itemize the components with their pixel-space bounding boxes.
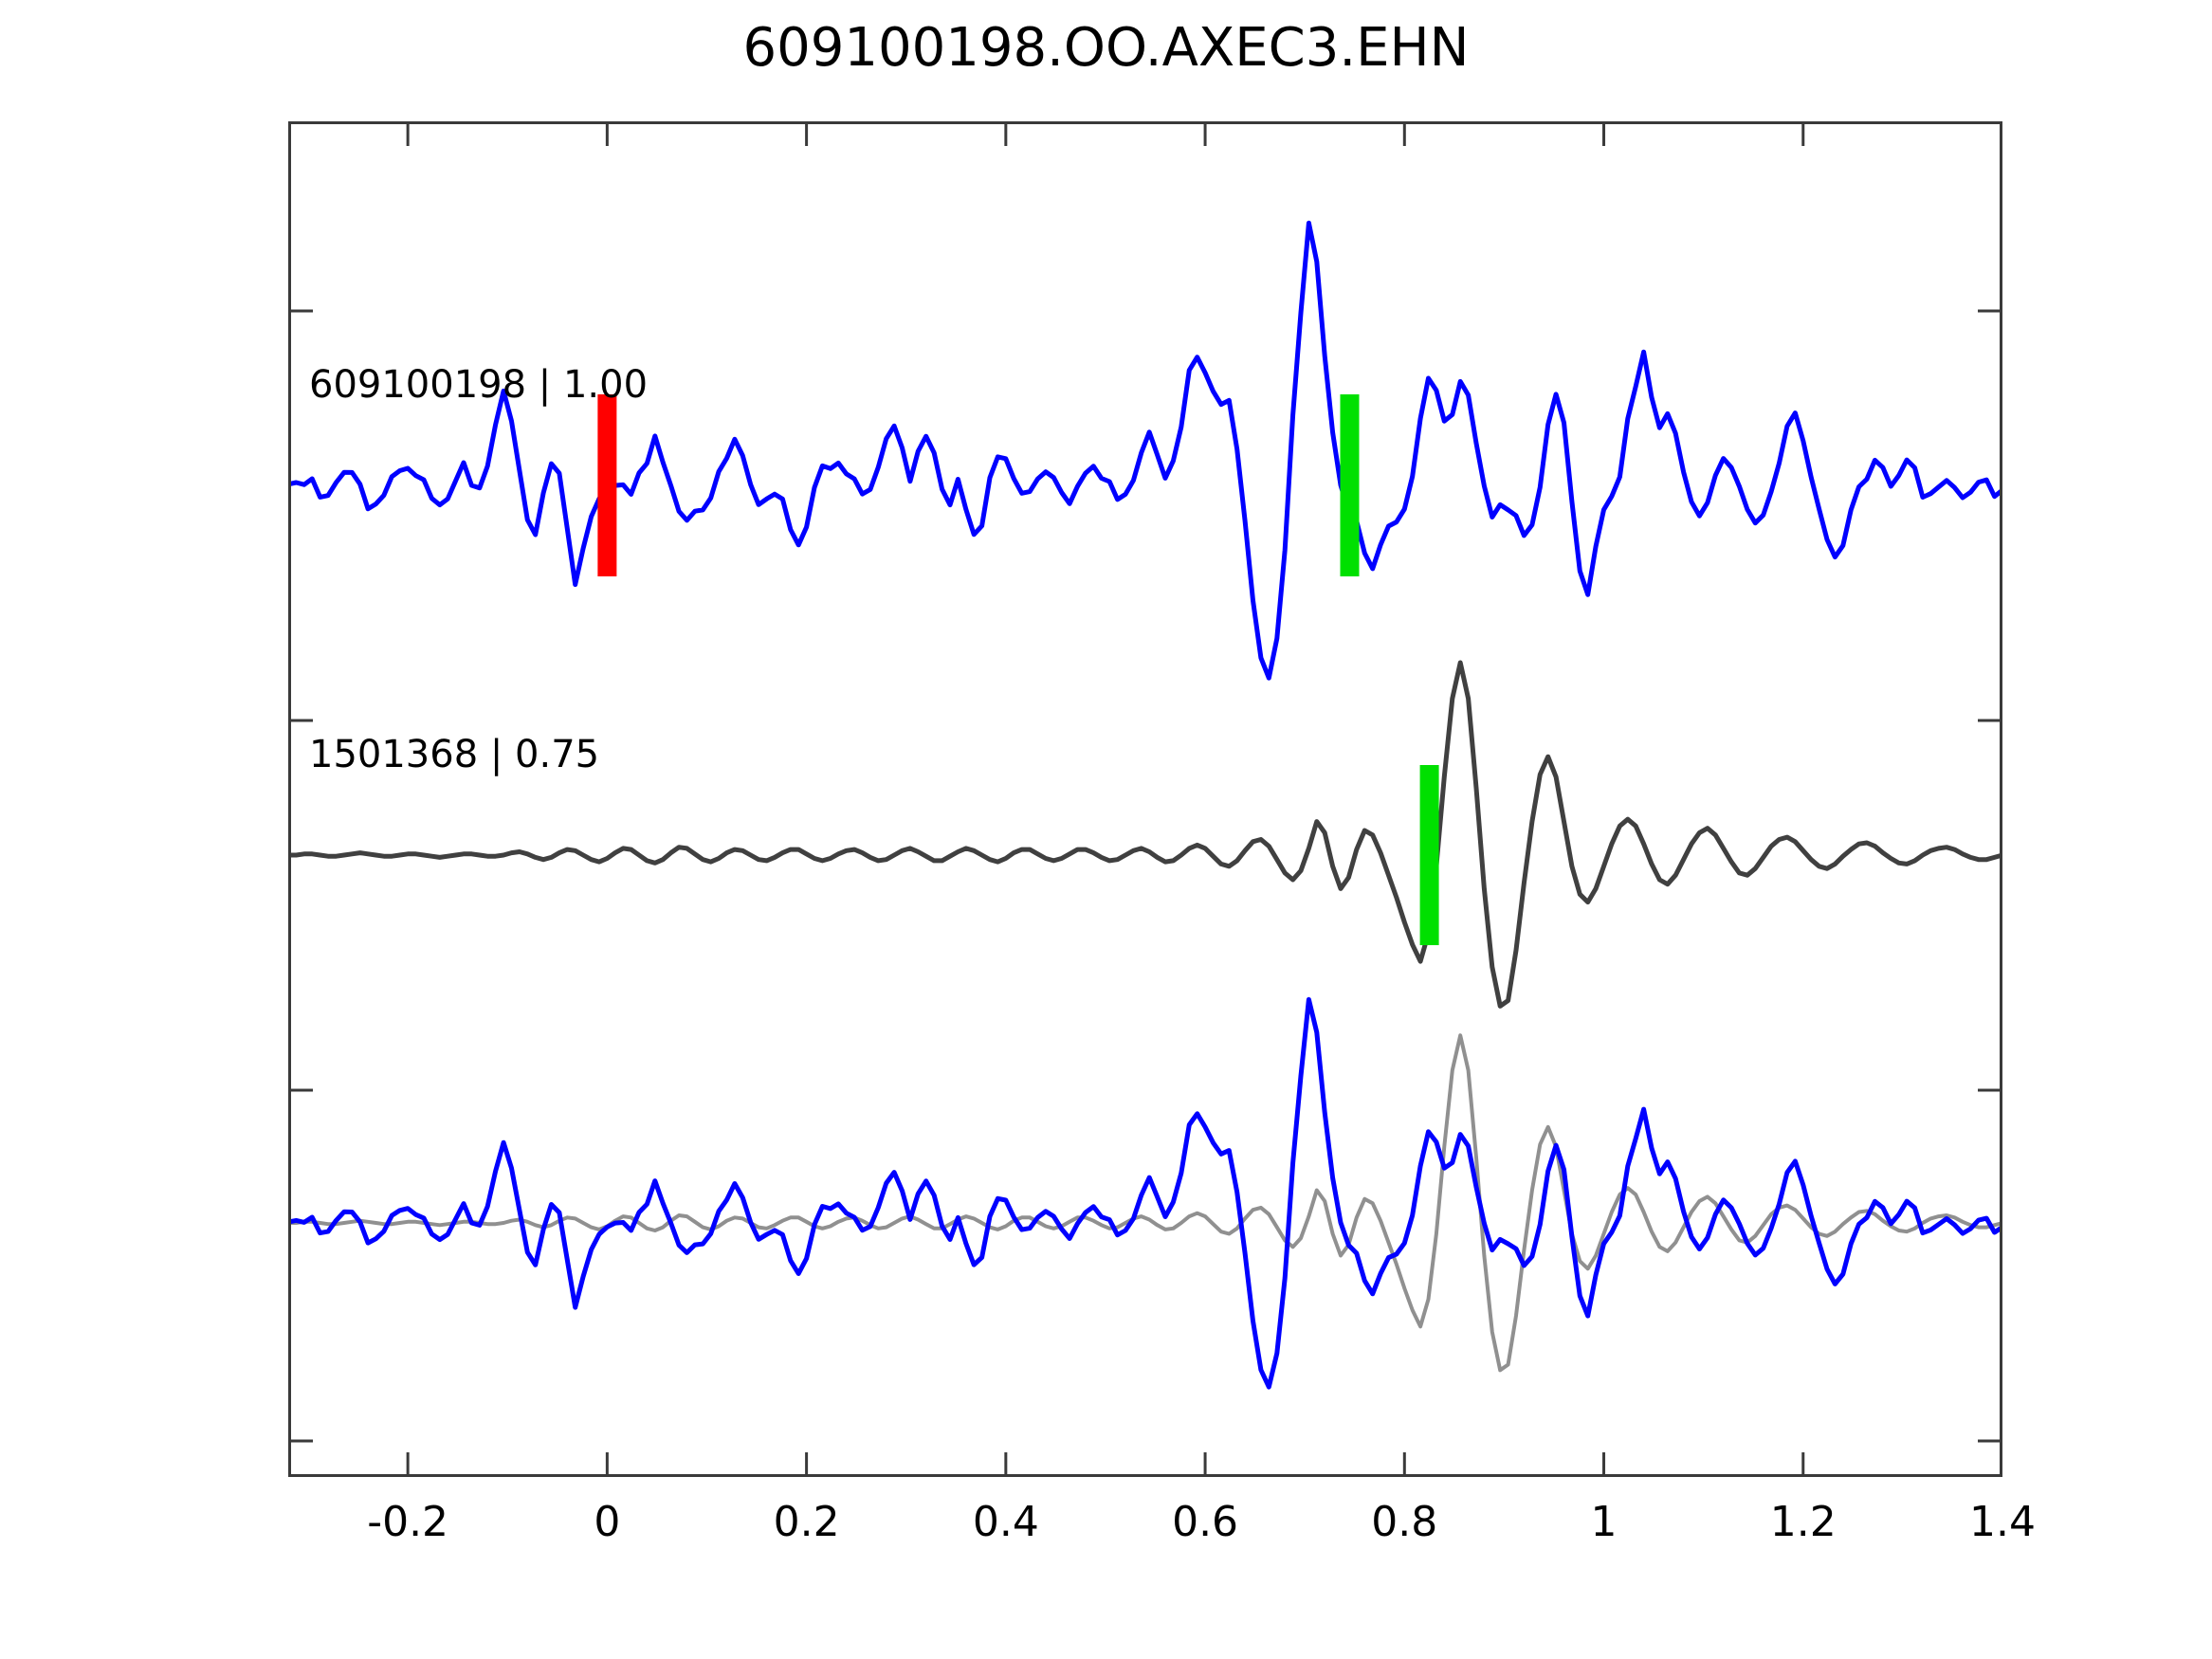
manual-pick — [597, 394, 617, 576]
x-tick-label: 0.2 — [773, 1498, 840, 1546]
page-title: 609100198.OO.AXEC3.EHN — [742, 17, 1470, 79]
waveform-canvas — [288, 121, 2002, 1477]
waveform-traces — [288, 220, 2002, 1390]
x-tick-label: 0.6 — [1172, 1498, 1239, 1546]
x-tick-label: 0.4 — [972, 1498, 1039, 1546]
predicted-pick-trace-2 — [1419, 765, 1439, 945]
trace-label-primary: 609100198 | 1.00 — [309, 363, 649, 407]
trace-overlay-template — [288, 1033, 2002, 1373]
trace-overlay-observed — [288, 996, 2002, 1390]
trace-label-secondary: 1501368 | 0.75 — [309, 733, 600, 776]
x-tick-label: -0.2 — [367, 1498, 449, 1546]
pick-markers — [597, 394, 1439, 945]
x-tick-label: 1.2 — [1769, 1498, 1837, 1546]
trace-observed — [288, 220, 2002, 681]
x-tick-label: 0 — [594, 1498, 621, 1546]
plot-area: 609100198 | 1.00 1501368 | 0.75 — [288, 121, 2002, 1477]
trace-template — [288, 660, 2002, 1009]
x-tick-label: 0.8 — [1371, 1498, 1438, 1546]
x-tick-label: 1 — [1590, 1498, 1618, 1546]
axis-ticks — [288, 121, 2002, 1477]
x-tick-label: 1.4 — [1969, 1498, 2036, 1546]
predicted-pick-trace-1 — [1340, 394, 1360, 576]
